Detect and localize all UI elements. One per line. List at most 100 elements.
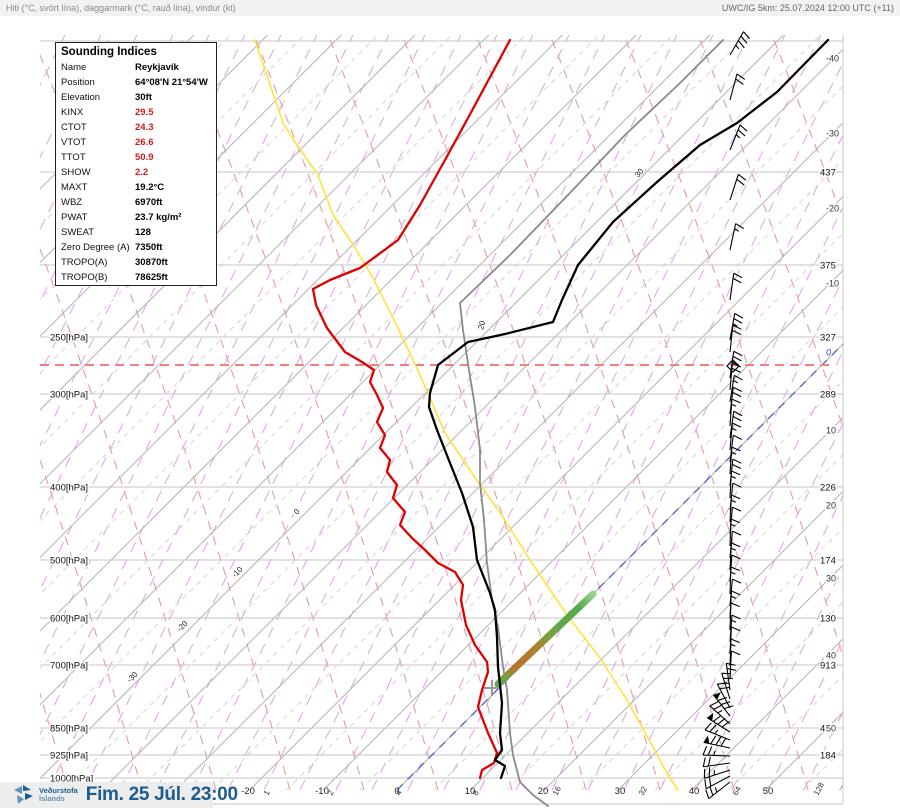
wind-barbs: [702, 31, 751, 800]
bottom-bar: Veðurstofa Íslands Fim. 25 Júl. 23:00: [0, 782, 238, 808]
isotherm-right-label: -30: [826, 129, 839, 139]
mixing-ratio-label: 2: [326, 788, 336, 797]
indices-row: Position 64°08'N 21°54'W: [56, 75, 216, 90]
indices-row: SHOW 2.2: [56, 165, 216, 180]
index-value: 30ft: [135, 92, 152, 103]
temperature-axis-label: 20: [538, 786, 549, 797]
index-value: 19.2°C: [135, 182, 165, 193]
temperature-axis-label: 50: [763, 786, 774, 797]
isotherm-right-label: 30: [826, 574, 836, 584]
vedurstofa-logo: Veðurstofa Íslands: [12, 783, 78, 807]
pressure-axis-label: 300[hPa]: [50, 390, 88, 401]
index-label: CTOT: [61, 122, 87, 133]
height-label: 375: [820, 261, 836, 272]
indices-rows: Name Reykjavík Position 64°08'N 21°54'W Elev…: [56, 60, 216, 285]
wet-bulb-curve: [254, 39, 679, 791]
indices-row: MAXT 19.2°C: [56, 180, 216, 195]
isotherm-right-label: -20: [826, 204, 839, 214]
mixing-ratio-label: 128: [812, 780, 826, 796]
indices-row: SWEAT 128: [56, 225, 216, 240]
pressure-axis-label: 600[hPa]: [50, 614, 88, 625]
indices-row: WBZ 6970ft: [56, 195, 216, 210]
indices-row: VTOT 26.6: [56, 135, 216, 150]
index-label: TROPO(B): [61, 272, 108, 283]
pressure-axis-label: 400[hPa]: [50, 483, 88, 494]
snowflake-logo-icon: [14, 785, 33, 804]
index-value: 30870ft: [135, 257, 168, 268]
logo-text: Veðurstofa Íslands: [39, 786, 78, 803]
legend-text: Hiti (°C, svört lína), daggarmark (°C, r…: [6, 3, 236, 13]
index-label: KINX: [61, 107, 84, 118]
height-label: 437: [820, 168, 836, 179]
mixing-ratio-label: 4: [394, 788, 404, 797]
top-status-bar: Hiti (°C, svört lína), daggarmark (°C, r…: [0, 0, 900, 16]
index-value: Reykjavík: [135, 62, 179, 73]
indices-row: TROPO(A) 30870ft: [56, 255, 216, 270]
cross-marker: [484, 680, 500, 696]
sounding-indices-panel: Sounding Indices Name Reykjavík Position 64…: [55, 42, 217, 286]
index-value: 6970ft: [135, 197, 163, 208]
axis-labels: 250[hPa] 300[hPa] 400[hPa] 500[hPa] 600[hPa]…: [49, 52, 841, 797]
temperature-axis-label: -20: [241, 786, 255, 797]
model-run-text: UWC/IG 5km: 25.07.2024 12:00 UTC (+11): [721, 3, 894, 13]
tropopause-diamond-marker: [726, 359, 740, 373]
indices-row: CTOT 24.3: [56, 120, 216, 135]
index-value: 2.2: [135, 167, 149, 178]
mixing-ratio-label: 32: [637, 784, 649, 797]
pressure-axis-label: 850[hPa]: [50, 724, 88, 735]
temperature-axis-label: 40: [689, 786, 700, 797]
index-label: VTOT: [61, 137, 87, 148]
indices-row: PWAT 23.7 kg/m²: [56, 210, 216, 225]
index-value: 78625ft: [135, 272, 168, 283]
index-value: 29.5: [135, 107, 154, 118]
zero-degree-isotherm: [396, 343, 844, 791]
pressure-axis-label: 250[hPa]: [50, 333, 88, 344]
temperature-curve: [427, 38, 830, 780]
temperature-axis-label: 30: [615, 786, 626, 797]
index-label: MAXT: [61, 182, 88, 193]
height-label: 184: [820, 751, 836, 762]
height-label: 226: [820, 483, 836, 494]
indices-title: Sounding Indices: [61, 46, 157, 58]
mixing-ratio-label: 16: [551, 784, 563, 797]
indices-row: Name Reykjavík: [56, 60, 216, 75]
parcel-curve: [459, 39, 724, 807]
indices-row: TROPO(B) 78625ft: [56, 270, 216, 285]
isotherm-right-label: 50: [826, 724, 836, 734]
mixing-ratio-label: 8: [471, 788, 481, 797]
isotherm-right-label: 10: [826, 426, 836, 436]
shear-energy-segment: [494, 590, 597, 688]
index-label: TTOT: [61, 152, 86, 163]
index-label: PWAT: [61, 212, 88, 223]
isotherm-right-label: 40: [826, 651, 836, 661]
index-label: TROPO(A): [61, 257, 108, 268]
index-label: Zero Degree (A): [61, 242, 130, 253]
isotherm-right-label: -40: [826, 54, 839, 64]
indices-row: Elevation 30ft: [56, 90, 216, 105]
curve-value-label: 30: [633, 166, 646, 179]
temperature-axis-label: -10: [315, 786, 329, 797]
index-value: 7350ft: [135, 242, 163, 253]
temperature-axis-label: 0: [394, 786, 399, 797]
height-label: 450: [820, 724, 836, 735]
pressure-axis-label: 700[hPa]: [50, 661, 88, 672]
index-label: Position: [61, 77, 95, 88]
index-value: 24.3: [135, 122, 154, 133]
index-value: 64°08'N 21°54'W: [135, 77, 208, 88]
isotherm-right-label: -10: [826, 279, 839, 289]
curve-value-label: 20: [476, 319, 487, 330]
mixing-ratio-label: 1: [262, 788, 272, 797]
pressure-axis-label: 500[hPa]: [50, 556, 88, 567]
indices-row: TTOT 50.9: [56, 150, 216, 165]
curve-value-label: -10: [230, 564, 245, 579]
pressure-axis-label: 925[hPa]: [50, 751, 88, 762]
index-label: Elevation: [61, 92, 101, 103]
height-label: 289: [820, 390, 836, 401]
height-label: 130: [820, 614, 836, 625]
index-value: 23.7 kg/m²: [135, 212, 182, 223]
height-label: 174: [820, 556, 836, 567]
indices-row: Zero Degree (A) 7350ft: [56, 240, 216, 255]
index-label: SHOW: [61, 167, 91, 178]
